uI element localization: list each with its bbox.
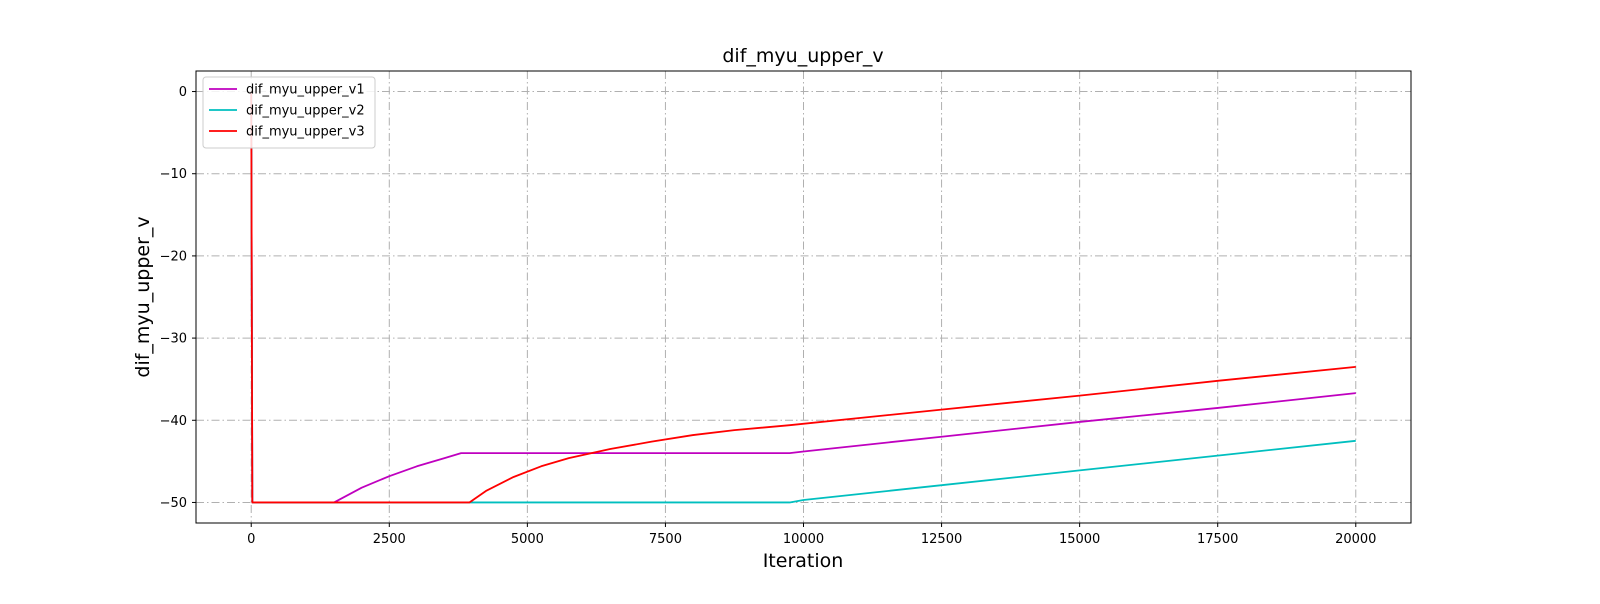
legend-label: dif_myu_upper_v1 (246, 83, 365, 98)
x-tick-label: 20000 (1335, 532, 1376, 547)
legend-label: dif_myu_upper_v3 (246, 125, 365, 140)
x-tick-label: 2500 (373, 532, 406, 547)
x-tick-label: 12500 (921, 532, 962, 547)
x-tick-label: 15000 (1059, 532, 1100, 547)
x-tick-label: 10000 (783, 532, 824, 547)
series-lines (250, 91, 1356, 504)
y-axis-title: dif_myu_upper_v (132, 216, 154, 377)
x-tick-label: 0 (247, 532, 255, 547)
x-tick-label: 5000 (511, 532, 544, 547)
x-axis-ticks: 0 2500 5000 7500 10000 12500 15000 17500 20000 (247, 523, 1376, 547)
grid (196, 71, 1411, 523)
y-tick-label: −40 (160, 414, 187, 429)
y-axis-ticks: 0 −10 −20 −30 −40 −50 (160, 85, 196, 511)
y-tick-label: −30 (160, 332, 187, 347)
y-tick-label: −50 (160, 496, 187, 511)
series-line-1 (250, 91, 1356, 504)
series-line-3 (250, 91, 1356, 504)
x-axis-title: Iteration (763, 550, 844, 572)
legend-label: dif_myu_upper_v2 (246, 104, 365, 119)
legend: dif_myu_upper_v1 dif_myu_upper_v2 dif_myu_… (202, 76, 376, 149)
y-tick-label: −20 (160, 249, 187, 264)
x-tick-label: 7500 (649, 532, 682, 547)
y-tick-label: −10 (160, 167, 187, 182)
y-tick-label: 0 (179, 85, 187, 100)
x-tick-label: 17500 (1197, 532, 1238, 547)
legend-box (202, 76, 376, 149)
chart-title: dif_myu_upper_v (722, 45, 883, 67)
